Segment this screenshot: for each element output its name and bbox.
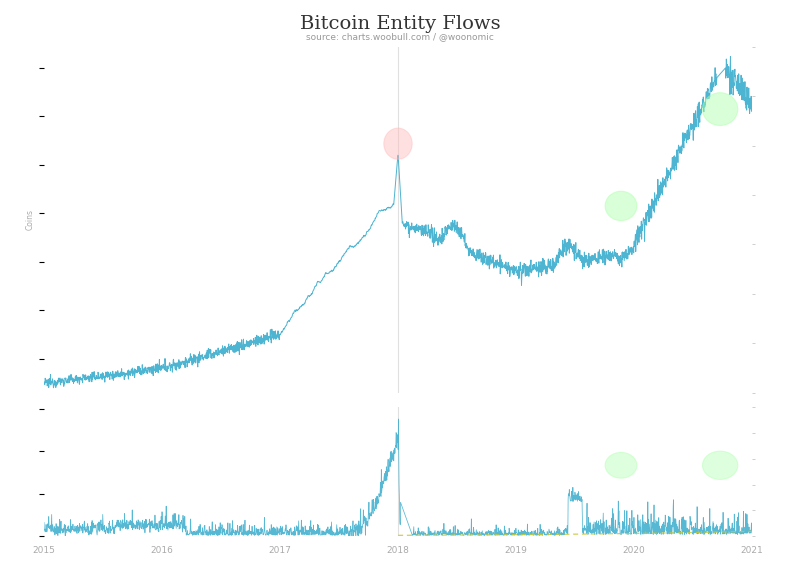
Y-axis label: Coins: Coins [26, 209, 35, 230]
Text: source: charts.woobull.com / @woonomic: source: charts.woobull.com / @woonomic [306, 32, 494, 41]
Ellipse shape [605, 452, 637, 478]
Ellipse shape [702, 93, 738, 125]
Ellipse shape [702, 451, 738, 479]
Text: Bitcoin Entity Flows: Bitcoin Entity Flows [300, 15, 500, 33]
Ellipse shape [384, 128, 412, 159]
Ellipse shape [605, 191, 637, 220]
